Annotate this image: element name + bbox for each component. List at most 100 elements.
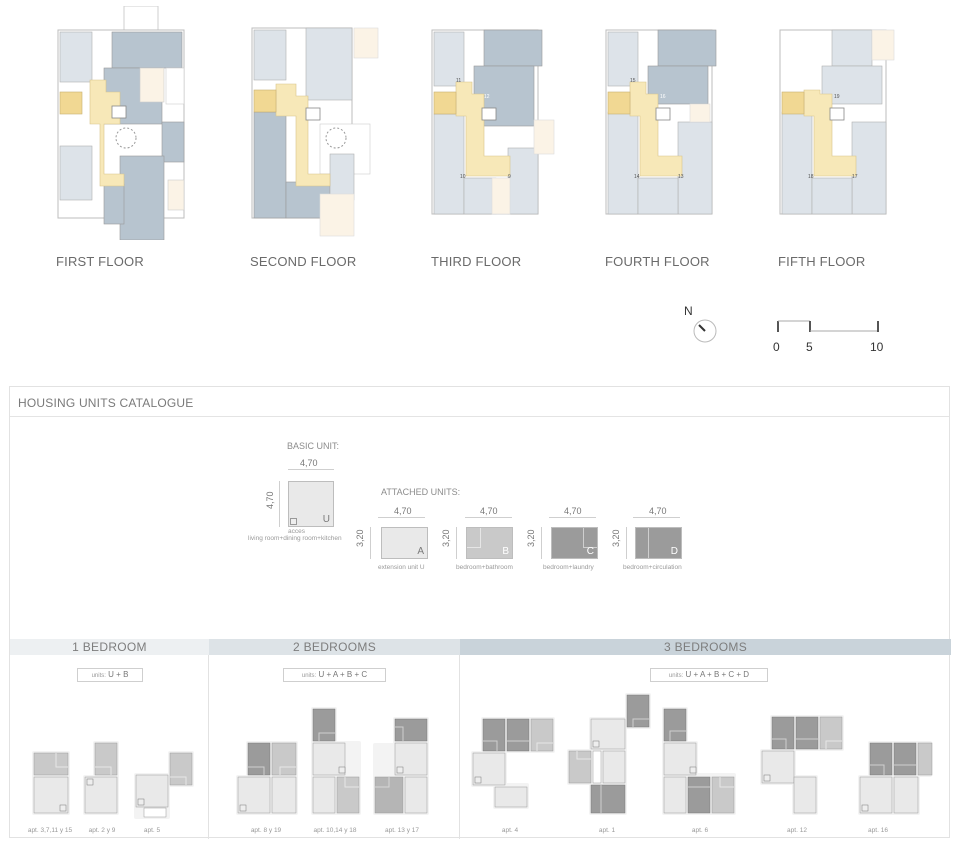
access-icon (290, 518, 297, 525)
attached-unit-A: A (381, 527, 428, 559)
attached-unit-C: C (551, 527, 598, 559)
laundry-outline (583, 528, 597, 548)
apt-label: apt. 1 (598, 827, 616, 834)
apt-label: apt. 13 y 17 (385, 827, 419, 834)
apt-diagram-2-9 (83, 741, 123, 817)
apt-diagram-3-7-11-15 (32, 751, 72, 817)
apt-diagram-6 (662, 707, 738, 817)
unit-D-description: bedroom+circulation (623, 564, 682, 571)
basic-unit-U: U (288, 481, 334, 527)
units-prefix: units: (668, 673, 684, 679)
access-label: acces (288, 528, 305, 535)
apt-label: apt. 16 (868, 827, 888, 834)
apt-label: apt. 2 y 9 (88, 827, 116, 834)
unit-D-width-dim (633, 517, 680, 518)
unit-B-height: 3,20 (441, 529, 451, 547)
basic-unit-height-dim (279, 481, 280, 527)
units-formula: U + A + B + C + D (685, 670, 750, 679)
basic-unit-width: 4,70 (300, 458, 318, 468)
unit-C-description: bedroom+laundry (543, 564, 594, 571)
apt-diagram-10-14-18 (311, 707, 363, 817)
housing-units-catalogue: HOUSING UNITS CATALOGUE BASIC UNIT: 4,70… (9, 386, 951, 839)
apt-label: apt. 10,14 y 18 (313, 827, 357, 834)
catalogue-title: HOUSING UNITS CATALOGUE (10, 387, 949, 417)
floor-label-fourth: FOURTH FLOOR (605, 254, 710, 269)
apt-label: apt. 3,7,11 y 15 (27, 827, 73, 834)
svg-text:10: 10 (460, 174, 466, 180)
apt-label: apt. 12 (787, 827, 807, 834)
floor-plan-third: 11 12 10 9 (430, 28, 560, 218)
floor-label-second: SECOND FLOOR (250, 254, 357, 269)
floor-plan-second (250, 24, 380, 240)
section-header-2-bedrooms: 2 BEDROOMS (209, 639, 460, 655)
section-2-bedrooms (209, 655, 460, 839)
unit-A-width-dim (378, 517, 425, 518)
units-formula: U + B (108, 670, 129, 679)
scale-tick-5: 5 (806, 340, 813, 354)
units-prefix: units: (91, 673, 106, 679)
apt-label: apt. 6 (691, 827, 709, 834)
unit-C-height: 3,20 (526, 529, 536, 547)
units-tag-3-bedrooms: units: U + A + B + C + D (650, 668, 768, 682)
scale-tick-10: 10 (870, 340, 884, 354)
unit-D-height: 3,20 (611, 529, 621, 547)
floor-plan-fourth: 15 16 14 13 (604, 28, 734, 218)
unit-B-height-dim (456, 527, 457, 559)
unit-A-height-dim (370, 527, 371, 559)
bathroom-outline (467, 528, 481, 548)
unit-A-height: 3,20 (355, 529, 365, 547)
unit-letter-U: U (322, 514, 330, 525)
basic-unit-heading: BASIC UNIT: (287, 441, 340, 451)
apt-diagram-12 (760, 715, 844, 817)
unit-D-height-dim (626, 527, 627, 559)
basic-unit-width-dim (288, 469, 334, 470)
unit-B-description: bedroom+bathroom (456, 564, 513, 571)
units-prefix: units: (301, 673, 317, 679)
svg-text:18: 18 (808, 174, 814, 180)
unit-C-height-dim (541, 527, 542, 559)
units-tag-1-bedroom: units: U + B (77, 668, 143, 682)
attached-unit-D: D (635, 527, 682, 559)
svg-text:12: 12 (484, 94, 490, 100)
scale-tick-0: 0 (773, 340, 780, 354)
attached-unit-B: B (466, 527, 513, 559)
floor-label-first: FIRST FLOOR (56, 254, 144, 269)
unit-A-width: 4,70 (394, 506, 412, 516)
apt-diagram-16 (858, 741, 934, 817)
apt-label: apt. 8 y 19 (250, 827, 282, 834)
unit-D-width: 4,70 (649, 506, 667, 516)
section-header-3-bedrooms: 3 BEDROOMS (460, 639, 951, 655)
units-formula: U + A + B + C (318, 670, 368, 679)
apt-diagram-8-19 (236, 741, 300, 817)
svg-text:9: 9 (508, 174, 511, 180)
unit-A-description: extension unit U (378, 564, 425, 571)
unit-B-width: 4,70 (480, 506, 498, 516)
unit-B-width-dim (465, 517, 512, 518)
compass-icon (693, 319, 717, 343)
apt-diagram-1 (567, 693, 653, 817)
section-1-bedroom (10, 655, 209, 839)
basic-unit-description: living room+dining room+kitchen (248, 535, 342, 542)
apt-label: apt. 5 (143, 827, 161, 834)
floor-label-fifth: FIFTH FLOOR (778, 254, 866, 269)
floor-plan-first (56, 6, 186, 240)
floor-label-third: THIRD FLOOR (431, 254, 522, 269)
scale-bar: 0 5 10 (770, 318, 900, 358)
basic-unit-height: 4,70 (265, 491, 275, 509)
apt-label: apt. 4 (501, 827, 519, 834)
apt-diagram-4 (471, 717, 557, 817)
svg-text:19: 19 (834, 94, 840, 100)
attached-units-heading: ATTACHED UNITS: (381, 487, 461, 497)
svg-text:15: 15 (630, 78, 636, 84)
unit-letter-A: A (417, 546, 424, 557)
section-header-1-bedroom: 1 BEDROOM (10, 639, 209, 655)
units-tag-2-bedrooms: units: U + A + B + C (283, 668, 386, 682)
svg-text:11: 11 (456, 78, 461, 84)
apt-diagram-13-17 (373, 717, 431, 817)
unit-letter-C: C (586, 546, 594, 557)
svg-text:14: 14 (634, 174, 640, 180)
unit-letter-B: B (502, 546, 509, 557)
unit-C-width: 4,70 (564, 506, 582, 516)
circulation-line (648, 528, 649, 558)
svg-text:16: 16 (660, 94, 666, 100)
